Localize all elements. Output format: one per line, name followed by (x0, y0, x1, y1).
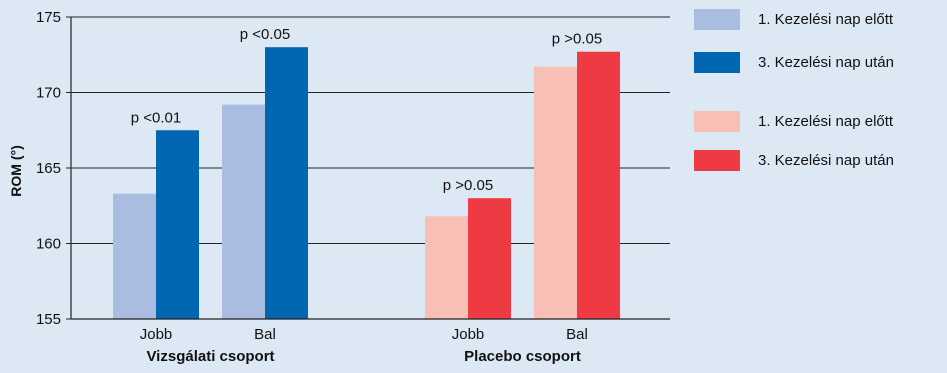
p-value-label: p >0.05 (443, 177, 493, 194)
legend-swatch (694, 8, 740, 30)
group-label: Vizsgálati csoport (146, 348, 274, 365)
bar-vizsgalati-bal-utan (265, 47, 308, 319)
category-label: Jobb (452, 326, 485, 343)
y-tick-labels: 155 160 165 170 175 (36, 9, 61, 328)
legend-swatch (694, 149, 740, 171)
p-value-label: p >0.05 (552, 31, 602, 48)
category-label: Jobb (140, 326, 173, 343)
bar-vizsgalati-jobb-utan (156, 130, 199, 319)
category-label: Bal (254, 326, 276, 343)
p-value-label: p <0.05 (240, 26, 290, 43)
y-axis-label: ROM (°) (8, 145, 24, 196)
p-value-label: p <0.01 (131, 109, 181, 126)
y-tick-label: 170 (36, 85, 61, 102)
legend-label: 1. Kezelési nap előtt (758, 10, 894, 28)
bar-placebo-jobb-elott (425, 216, 468, 319)
legend-item: 3. Kezelési nap után (694, 149, 894, 171)
y-tick-label: 155 (36, 311, 61, 328)
y-tick-label: 175 (36, 9, 61, 26)
bars (113, 47, 620, 319)
legend-swatch (694, 51, 740, 73)
legend-label: 1. Kezelési nap előtt (758, 112, 894, 130)
y-tick-label: 160 (36, 236, 61, 253)
legend-item: 3. Kezelési nap után (694, 51, 894, 73)
bar-vizsgalati-bal-elott (222, 104, 265, 319)
legend-item: 1. Kezelési nap előtt (694, 110, 893, 132)
y-tick-label: 165 (36, 160, 61, 177)
legend-swatch (694, 110, 740, 132)
axes (66, 16, 670, 320)
legend-label: 3. Kezelési nap után (758, 151, 894, 169)
bar-placebo-bal-elott (534, 66, 577, 319)
bar-placebo-jobb-utan (468, 198, 511, 319)
legend-label: 3. Kezelési nap után (758, 53, 894, 71)
p-value-labels: p <0.01 p <0.05 p >0.05 p >0.05 (131, 26, 602, 194)
group-label: Placebo csoport (464, 348, 581, 365)
category-labels: Jobb Bal Vizsgálati csoport Jobb Bal Placebo … (140, 326, 588, 365)
legend-item: 1. Kezelési nap előtt (694, 8, 893, 30)
bar-vizsgalati-jobb-elott (113, 193, 156, 319)
category-label: Bal (566, 326, 588, 343)
bar-placebo-bal-utan (577, 51, 620, 319)
